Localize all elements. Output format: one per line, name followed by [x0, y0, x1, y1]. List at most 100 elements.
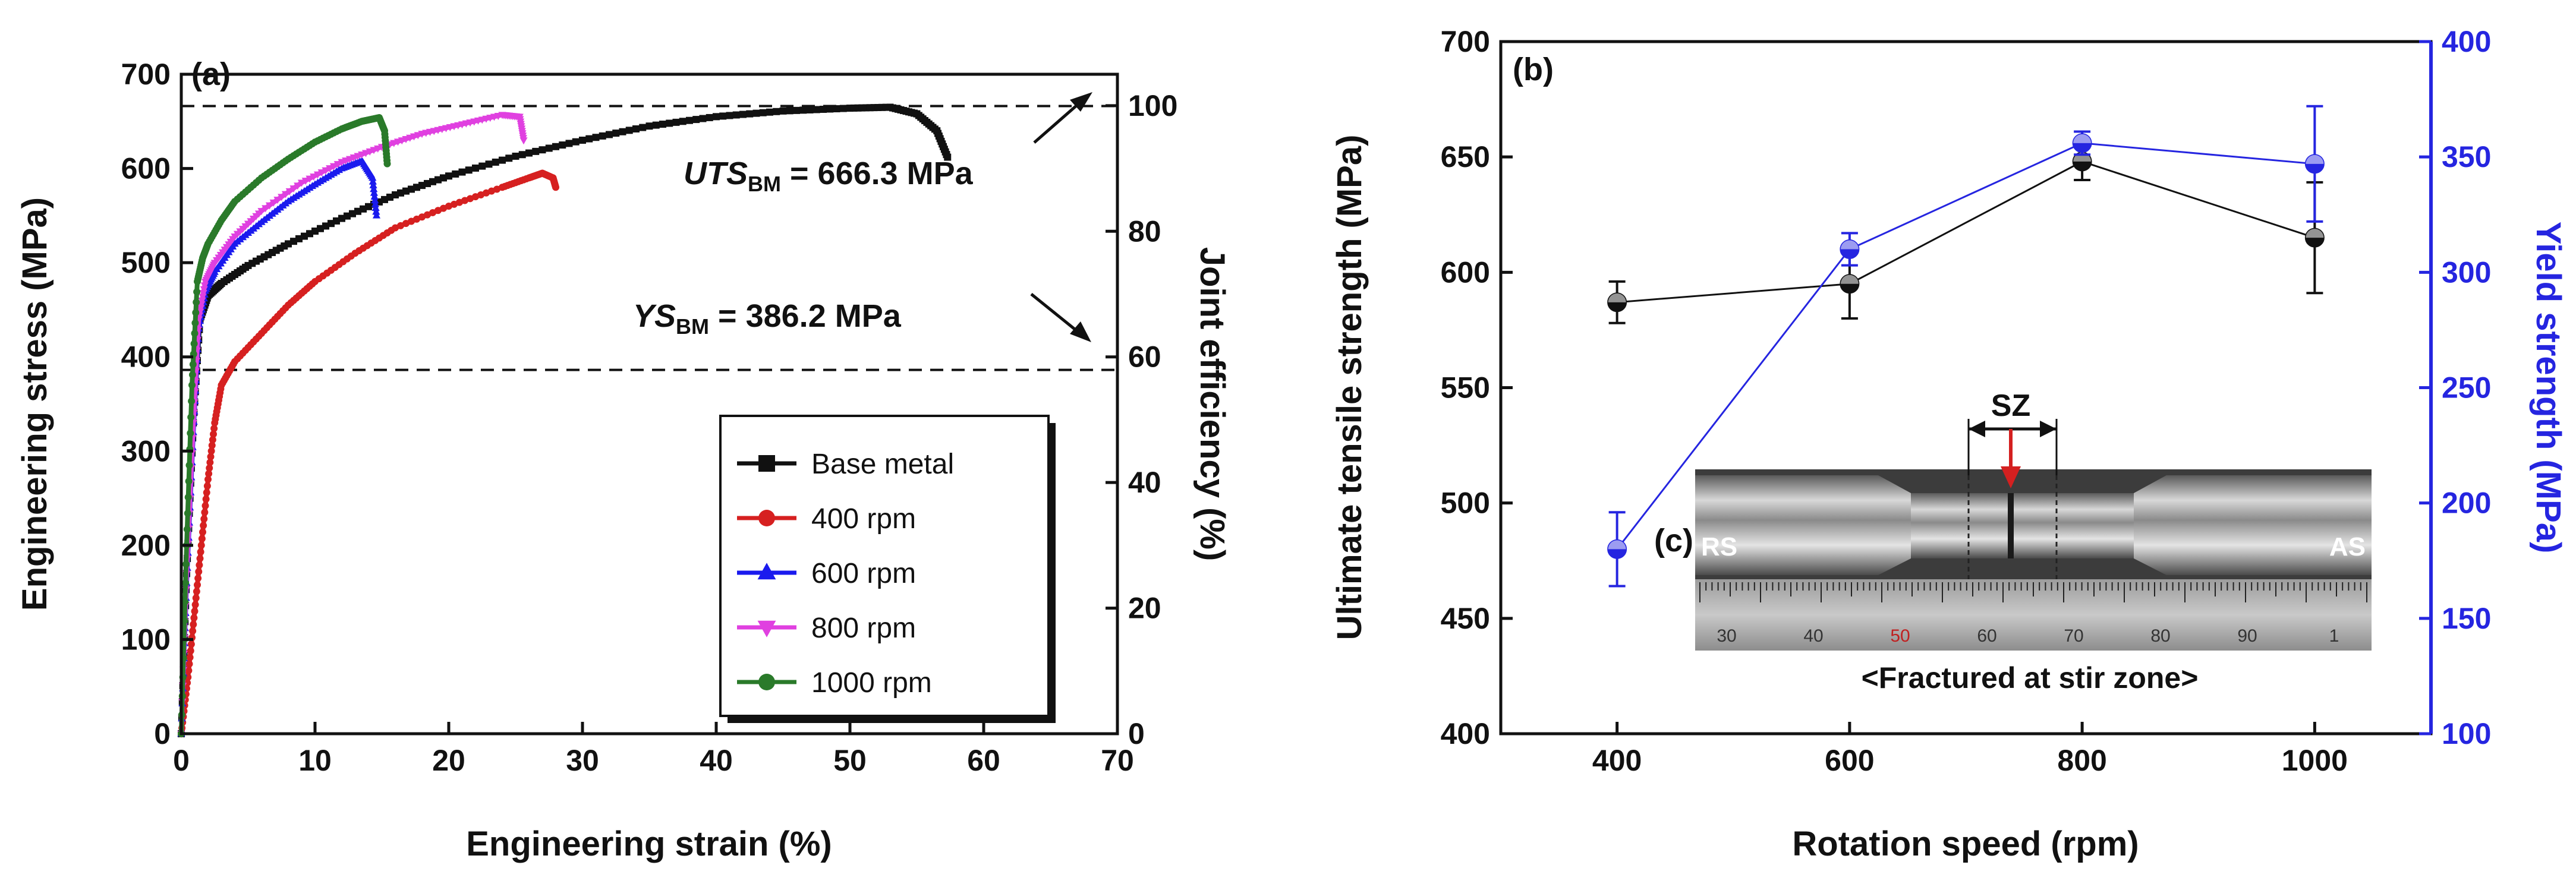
data-point [759, 109, 767, 116]
data-point [467, 195, 474, 203]
legend-marker [757, 563, 776, 580]
data-point [190, 614, 198, 621]
data-point [451, 200, 458, 208]
data-point [210, 430, 217, 438]
x-tick-label: 50 [833, 744, 867, 777]
legend-marker [758, 510, 775, 526]
y2-tick-label: 400 [2442, 25, 2491, 58]
data-point [209, 436, 216, 444]
data-point [478, 162, 486, 170]
data-point [456, 198, 463, 206]
data-point [297, 179, 306, 187]
ruler-number: 70 [2064, 626, 2083, 646]
data-point [752, 109, 760, 117]
data-point [207, 447, 215, 455]
series-400-rpm [178, 169, 559, 737]
data-point [525, 149, 533, 157]
rs-label: RS [1701, 532, 1737, 561]
data-point [188, 371, 196, 378]
data-point [371, 200, 380, 207]
panel-label-b: (b) [1513, 52, 1554, 87]
data-point [732, 111, 740, 119]
data-point [201, 502, 209, 510]
x-tick-label: 400 [1592, 744, 1642, 777]
data-point [445, 172, 452, 180]
data-point [202, 495, 210, 503]
fractured-specimen-photo [1695, 469, 2372, 585]
legend-label: 1000 rpm [811, 667, 932, 699]
data-point [269, 199, 278, 207]
data-point [208, 441, 216, 449]
data-point [519, 137, 528, 145]
data-point-highlight [2073, 134, 2092, 143]
data-point [185, 478, 193, 485]
uts-main: UTS [684, 156, 748, 191]
data-point [262, 205, 270, 213]
data-point [512, 152, 519, 160]
data-point [200, 515, 208, 523]
data-point [191, 601, 199, 608]
data-point [200, 282, 209, 290]
y2-axis-label-b: Yield strength (MPa) [2529, 222, 2568, 554]
data-point [826, 105, 834, 113]
data-point [839, 105, 847, 112]
sz-label: SZ [1991, 389, 2030, 423]
legend-marker [757, 620, 776, 637]
x-axis-label-b: Rotation speed (rpm) [1792, 825, 2139, 863]
data-point [371, 196, 379, 204]
legend-shadow [1048, 423, 1056, 723]
data-point [369, 181, 377, 188]
data-point [310, 173, 318, 181]
data-point [645, 122, 653, 130]
data-point [565, 140, 573, 147]
data-point [294, 182, 302, 190]
chart-a: 0 10 20 30 40 50 60 700100200300400500600700020… [15, 56, 1232, 863]
y2-tick-label: 100 [2442, 717, 2491, 750]
data-point [505, 154, 513, 162]
data-point [440, 204, 447, 212]
ys-value: = 386.2 MPa [709, 298, 902, 334]
y-tick-label: 400 [1441, 717, 1490, 750]
data-point [191, 330, 199, 337]
y-tick-label: 500 [1441, 487, 1490, 520]
inset-c: (c) 30 40 50 60 70 80 90 1 RS AS [1654, 389, 2372, 695]
y2-tick-label: 60 [1128, 340, 1161, 374]
data-point [199, 290, 207, 298]
data-point [492, 158, 499, 166]
data-point [538, 146, 546, 154]
data-point [833, 105, 840, 113]
data-point [572, 138, 580, 146]
legend-item: 600 rpm [737, 558, 916, 589]
data-point [625, 127, 633, 134]
data-point [191, 607, 199, 615]
data-point [632, 125, 640, 132]
data-point [273, 197, 282, 204]
ruler-number: 40 [1803, 626, 1823, 646]
data-point [606, 131, 613, 138]
legend: Base metal 400 rpm 600 rpm 800 rpm 1000 rpm [719, 415, 1056, 723]
as-label: AS [2329, 532, 2366, 561]
y-axis-label-b: Ultimate tensile strength (MPa) [1330, 135, 1369, 640]
ruler-number: 30 [1717, 626, 1736, 646]
data-point [196, 561, 203, 569]
ruler-number: 50 [1890, 626, 1910, 646]
data-point [185, 660, 193, 668]
y2-tick-label: 0 [1128, 717, 1145, 750]
series-line [179, 171, 558, 734]
y-tick-label: 400 [121, 340, 171, 374]
data-point [692, 116, 700, 124]
x-axis-label-a: Engineering strain (%) [466, 825, 832, 863]
panel-label-c: (c) [1654, 523, 1693, 558]
y-tick-label: 0 [154, 717, 171, 750]
data-point [194, 581, 201, 589]
data-point [370, 188, 379, 196]
data-point [193, 288, 201, 296]
data-point [185, 462, 193, 469]
x-tick-label: 10 [298, 744, 332, 777]
data-point [686, 116, 693, 124]
x-tick-label: 60 [967, 744, 1000, 777]
data-point [370, 192, 379, 200]
data-point [383, 160, 391, 168]
data-point [197, 541, 205, 549]
data-point [672, 118, 680, 126]
